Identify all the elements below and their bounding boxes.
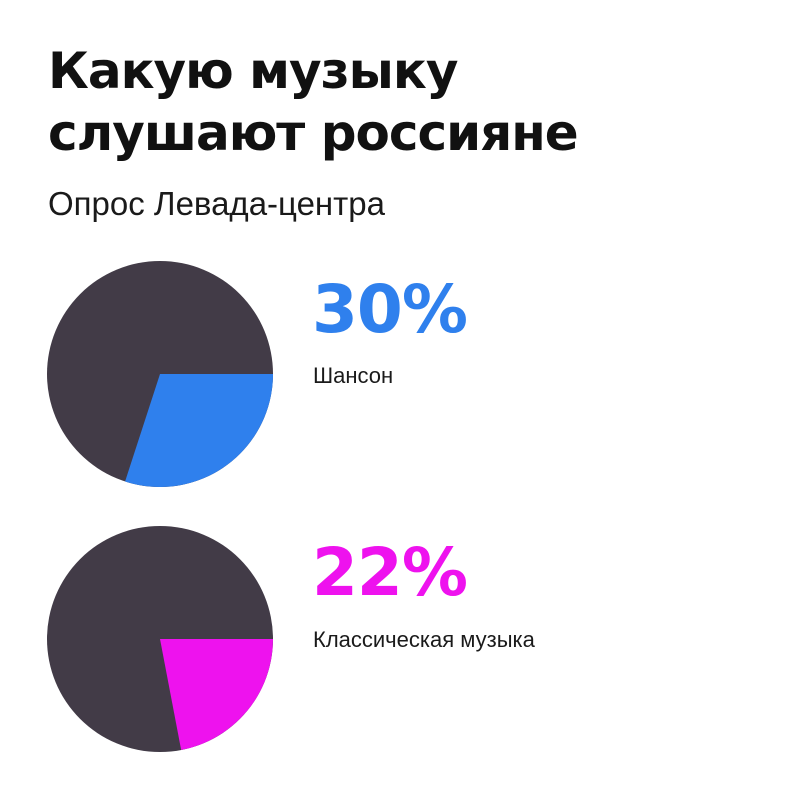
page-title-line-1: Какую музыку — [48, 42, 458, 100]
pie-slice-classical — [160, 639, 273, 750]
percent-label-chanson: 30% — [312, 271, 468, 348]
page-title-line-2: слушают россияне — [48, 104, 579, 162]
category-label-chanson: Шансон — [313, 363, 394, 388]
pie-chart-classical — [47, 526, 273, 752]
page-title: Какую музыку слушают россияне — [48, 40, 768, 164]
category-label-classical: Классическая музыка — [313, 627, 535, 652]
percent-label-classical: 22% — [312, 534, 468, 611]
pie-slice-chanson — [125, 374, 273, 487]
page-subtitle: Опрос Левада-центра — [48, 185, 385, 222]
pie-chart-chanson — [47, 261, 273, 487]
